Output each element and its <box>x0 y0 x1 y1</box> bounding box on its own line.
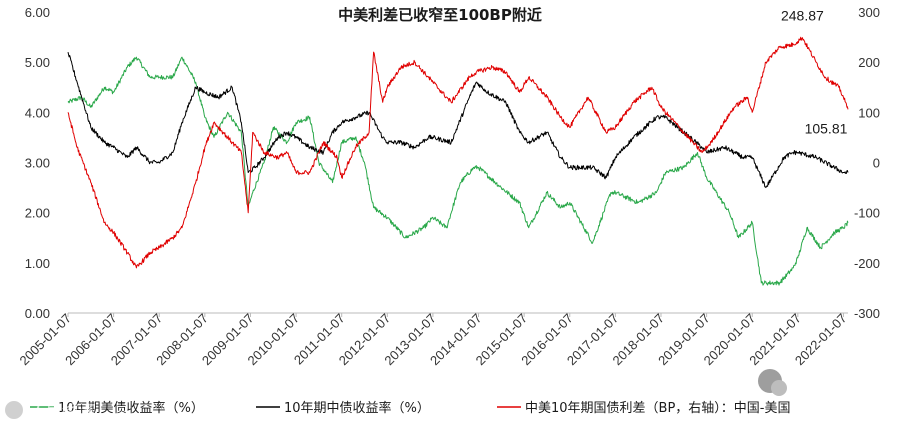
right-tick-label: 300 <box>858 5 880 20</box>
annotation-layer: 248.87 105.81 <box>781 8 848 137</box>
series-layer <box>67 36 849 286</box>
wechat-logo-bubble-icon <box>771 380 787 396</box>
watermark-right-text: 涛动宏观 <box>790 373 856 392</box>
left-tick-label: 1.00 <box>25 256 50 271</box>
left-tick-label: 3.00 <box>25 156 50 171</box>
left-tick-label: 6.00 <box>25 5 50 20</box>
right-tick-label: -300 <box>854 306 880 321</box>
legend-label-0: 10年期美债收益率（%） <box>58 400 204 416</box>
right-tick-label: -100 <box>854 206 880 221</box>
left-axis-tick-labels: 0.00 1.00 2.00 3.00 4.00 5.00 6.00 <box>25 5 50 321</box>
left-tick-label: 4.00 <box>25 105 50 120</box>
legend-label-1: 10年期中债收益率（%） <box>284 400 430 416</box>
left-tick-label: 0.00 <box>25 306 50 321</box>
series-line-2 <box>67 36 849 269</box>
annotation-peak: 248.87 <box>781 8 824 24</box>
watermark-left: 人民经济 <box>5 401 95 420</box>
chart-title: 中美利差已收窄至100BP附近 <box>338 6 542 24</box>
right-tick-label: 0 <box>873 156 880 171</box>
left-tick-label: 5.00 <box>25 55 50 70</box>
legend-label-2: 中美10年期国债利差（BP，右轴）：中国-美国 <box>525 401 791 416</box>
annotation-last: 105.81 <box>805 120 848 136</box>
right-tick-label: 100 <box>858 105 880 120</box>
watermark-left-icon <box>5 401 23 419</box>
legend: 10年期美债收益率（%） 10年期中债收益率（%） 中美10年期国债利差（BP，右轴… <box>30 400 791 416</box>
right-tick-label: 200 <box>858 55 880 70</box>
right-axis-tick-labels: -300 -200 -100 0 100 200 300 <box>854 5 880 321</box>
left-tick-label: 2.00 <box>25 206 50 221</box>
right-tick-label: -200 <box>854 256 880 271</box>
series-line-1 <box>67 51 849 189</box>
watermark-right: 涛动宏观 <box>758 369 856 396</box>
watermark-left-text: 人民经济 <box>28 401 95 420</box>
